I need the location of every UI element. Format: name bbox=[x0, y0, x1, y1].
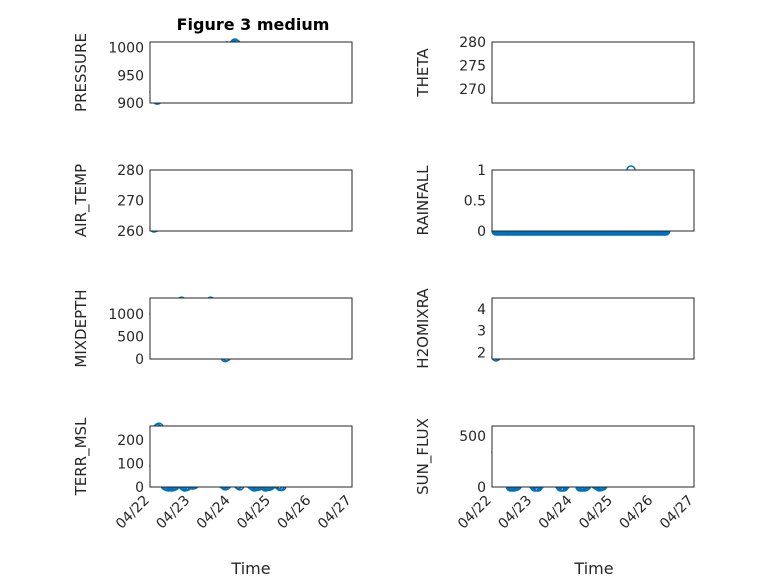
y-tick-label: 1000 bbox=[108, 307, 144, 323]
y-axis-label: AIR_TEMP bbox=[72, 164, 91, 237]
x-axis-label-right: Time bbox=[573, 559, 613, 578]
y-tick-label: 280 bbox=[117, 163, 144, 179]
y-tick-label: 270 bbox=[459, 82, 486, 98]
y-axis-label: SUN_FLUX bbox=[414, 418, 433, 495]
x-tick-label: 04/25 bbox=[234, 493, 274, 533]
x-tick-label: 04/22 bbox=[455, 493, 495, 533]
y-tick-label: 950 bbox=[117, 68, 144, 84]
panel-mixdepth: 0 500 1000 MIXDEPTH bbox=[72, 289, 353, 368]
y-tick-label: 0 bbox=[477, 224, 486, 240]
axes-box bbox=[491, 169, 695, 232]
y-axis-label: RAINFALL bbox=[414, 165, 432, 236]
x-tick-label: 04/26 bbox=[275, 492, 315, 532]
axes-box bbox=[149, 425, 353, 488]
y-tick-label: 3 bbox=[477, 324, 486, 340]
y-tick-label: 0 bbox=[477, 480, 486, 496]
y-axis-label: THETA bbox=[414, 48, 432, 98]
axes-box bbox=[149, 297, 353, 360]
panel-sun_flux: 0 500 SUN_FLUX 04/22 04/23 04/24 04/25 04/26 04/… bbox=[414, 418, 697, 532]
y-tick-label: 500 bbox=[117, 329, 144, 345]
x-tick-label: 04/22 bbox=[113, 493, 153, 533]
axes-box bbox=[149, 41, 353, 104]
x-tick-label: 04/23 bbox=[153, 493, 193, 533]
x-tick-label: 04/24 bbox=[536, 492, 576, 532]
y-tick-label: 2 bbox=[477, 345, 486, 361]
x-tick-label: 04/24 bbox=[194, 492, 234, 532]
panel-air_temp: 260 270 280 AIR_TEMP bbox=[72, 163, 353, 240]
axes-box bbox=[491, 425, 695, 488]
x-tick-label: 04/27 bbox=[657, 493, 697, 533]
panel-pressure: 900 950 1000 PRESSURE bbox=[72, 33, 353, 112]
axes-box bbox=[149, 169, 353, 232]
figure-title: Figure 3 medium bbox=[177, 15, 330, 34]
axes-box bbox=[491, 297, 695, 360]
y-tick-label: 4 bbox=[477, 302, 486, 318]
panel-theta: 270 275 280 THETA bbox=[414, 35, 695, 104]
y-axis-label: TERR_MSL bbox=[72, 417, 91, 496]
panel-rainfall: 0 0.5 1 RAINFALL bbox=[414, 163, 695, 240]
y-tick-label: 1000 bbox=[108, 41, 144, 57]
y-tick-label: 270 bbox=[117, 194, 144, 210]
x-tick-label: 04/26 bbox=[617, 492, 657, 532]
y-axis-label: H2OMIXRA bbox=[414, 288, 432, 369]
y-tick-label: 1 bbox=[477, 163, 486, 179]
x-tick-label: 04/23 bbox=[495, 493, 535, 533]
y-tick-label: 0.5 bbox=[464, 194, 486, 210]
panel-h2omixra: 2 3 4 H2OMIXRA bbox=[414, 288, 695, 369]
y-tick-label: 900 bbox=[117, 96, 144, 112]
y-tick-label: 500 bbox=[459, 429, 486, 445]
y-tick-label: 0 bbox=[135, 352, 144, 368]
axes-box bbox=[491, 41, 695, 104]
x-tick-label: 04/27 bbox=[315, 493, 355, 533]
panel-terr_msl: 0 100 200 TERR_MSL 04/22 04/23 04/24 04/25 04/26… bbox=[72, 417, 355, 532]
y-tick-label: 100 bbox=[117, 457, 144, 473]
y-tick-label: 0 bbox=[135, 480, 144, 496]
y-tick-label: 275 bbox=[459, 58, 486, 74]
x-tick-label: 04/25 bbox=[576, 493, 616, 533]
y-tick-label: 260 bbox=[117, 224, 144, 240]
y-tick-label: 280 bbox=[459, 35, 486, 51]
y-axis-label: PRESSURE bbox=[72, 33, 90, 112]
y-axis-label: MIXDEPTH bbox=[72, 289, 90, 367]
y-tick-label: 200 bbox=[117, 433, 144, 449]
x-axis-label-left: Time bbox=[230, 559, 270, 578]
